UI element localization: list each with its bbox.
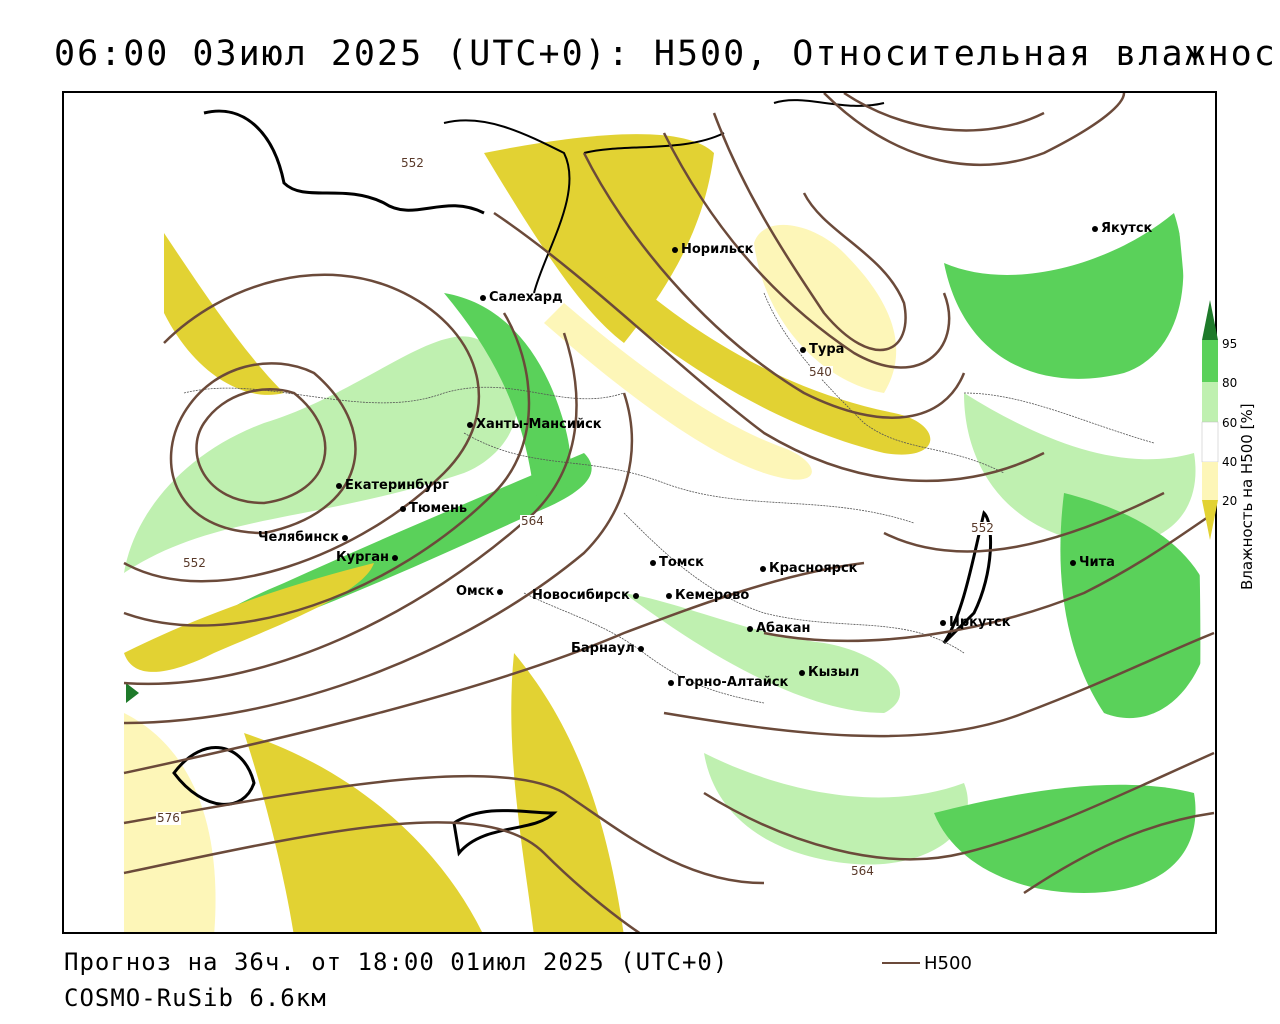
contour-legend-label: H500 [924, 953, 972, 974]
city-dot [400, 505, 406, 512]
contour-label: 576 [156, 811, 181, 825]
city-dot [497, 588, 504, 595]
city-barnaul: Барнаул [571, 641, 647, 656]
map-title: 06:00 03июл 2025 (UTC+0): H500, Относите… [54, 34, 1280, 74]
humidity-field [64, 93, 1215, 932]
city-salekhard: Салехард [480, 290, 563, 305]
city-tura: Тура [800, 342, 844, 357]
city-gorno-altaysk: Горно-Алтайск [668, 675, 788, 690]
city-dot [1092, 225, 1098, 232]
humidity-colorbar [1201, 300, 1219, 540]
colorbar-tick: 95 [1222, 337, 1238, 351]
contour-label: 564 [850, 864, 875, 878]
city-dot [799, 669, 805, 676]
city-omsk: Омск [456, 584, 506, 599]
model-name: COSMO-RuSib 6.6км [64, 984, 327, 1012]
city-abakan: Абакан [747, 621, 811, 636]
city-dot [668, 679, 674, 686]
city-dot [650, 559, 656, 566]
forecast-info: Прогноз на 36ч. от 18:00 01июл 2025 (UTC… [64, 948, 729, 976]
contour-label: 540 [808, 365, 833, 379]
city-dot [637, 645, 644, 652]
city-kemerovo: Кемерово [666, 588, 749, 603]
colorbar-tick: 60 [1222, 416, 1238, 430]
city-dot [467, 421, 473, 428]
city-dot [341, 534, 348, 541]
contour-label: 564 [520, 514, 545, 528]
city-irkutsk: Иркутск [940, 615, 1011, 630]
city-dot [480, 294, 486, 301]
city-tyumen: Тюмень [400, 501, 467, 516]
city-krasnoyarsk: Красноярск [760, 561, 858, 576]
city-kurgan: Курган [336, 550, 401, 565]
city-chelyabinsk: Челябинск [258, 530, 351, 545]
city-dot [800, 346, 806, 353]
city-dot [391, 554, 398, 561]
city-chita: Чита [1070, 555, 1115, 570]
colorbar-tick: 20 [1222, 494, 1238, 508]
contour-label: 552 [970, 521, 995, 535]
city-yakutsk: Якутск [1092, 221, 1152, 236]
city-dot [760, 565, 766, 572]
contour-legend-line [882, 962, 920, 964]
city-kyzyl: Кызыл [799, 665, 859, 680]
contour-label: 552 [182, 556, 207, 570]
city-dot [666, 592, 672, 599]
map-panel: 552 540 564 552 552 576 564 Якутск Норил… [62, 91, 1217, 934]
city-dot [940, 619, 946, 626]
city-khanty-mansiysk: Ханты-Мансийск [467, 417, 602, 432]
city-dot [336, 482, 342, 489]
colorbar-tick: 40 [1222, 455, 1238, 469]
city-dot [1070, 559, 1076, 566]
city-novosibirsk: Новосибирск [532, 588, 642, 603]
contour-label: 552 [400, 156, 425, 170]
colorbar-title: Влажность на H500 [%] [1238, 403, 1256, 590]
city-norilsk: Норильск [672, 242, 754, 257]
city-dot [672, 246, 678, 253]
city-dot [747, 625, 753, 632]
city-dot [632, 592, 639, 599]
city-ekaterinburg: Екатеринбург [336, 478, 449, 493]
colorbar-tick: 80 [1222, 376, 1238, 390]
city-tomsk: Томск [650, 555, 704, 570]
